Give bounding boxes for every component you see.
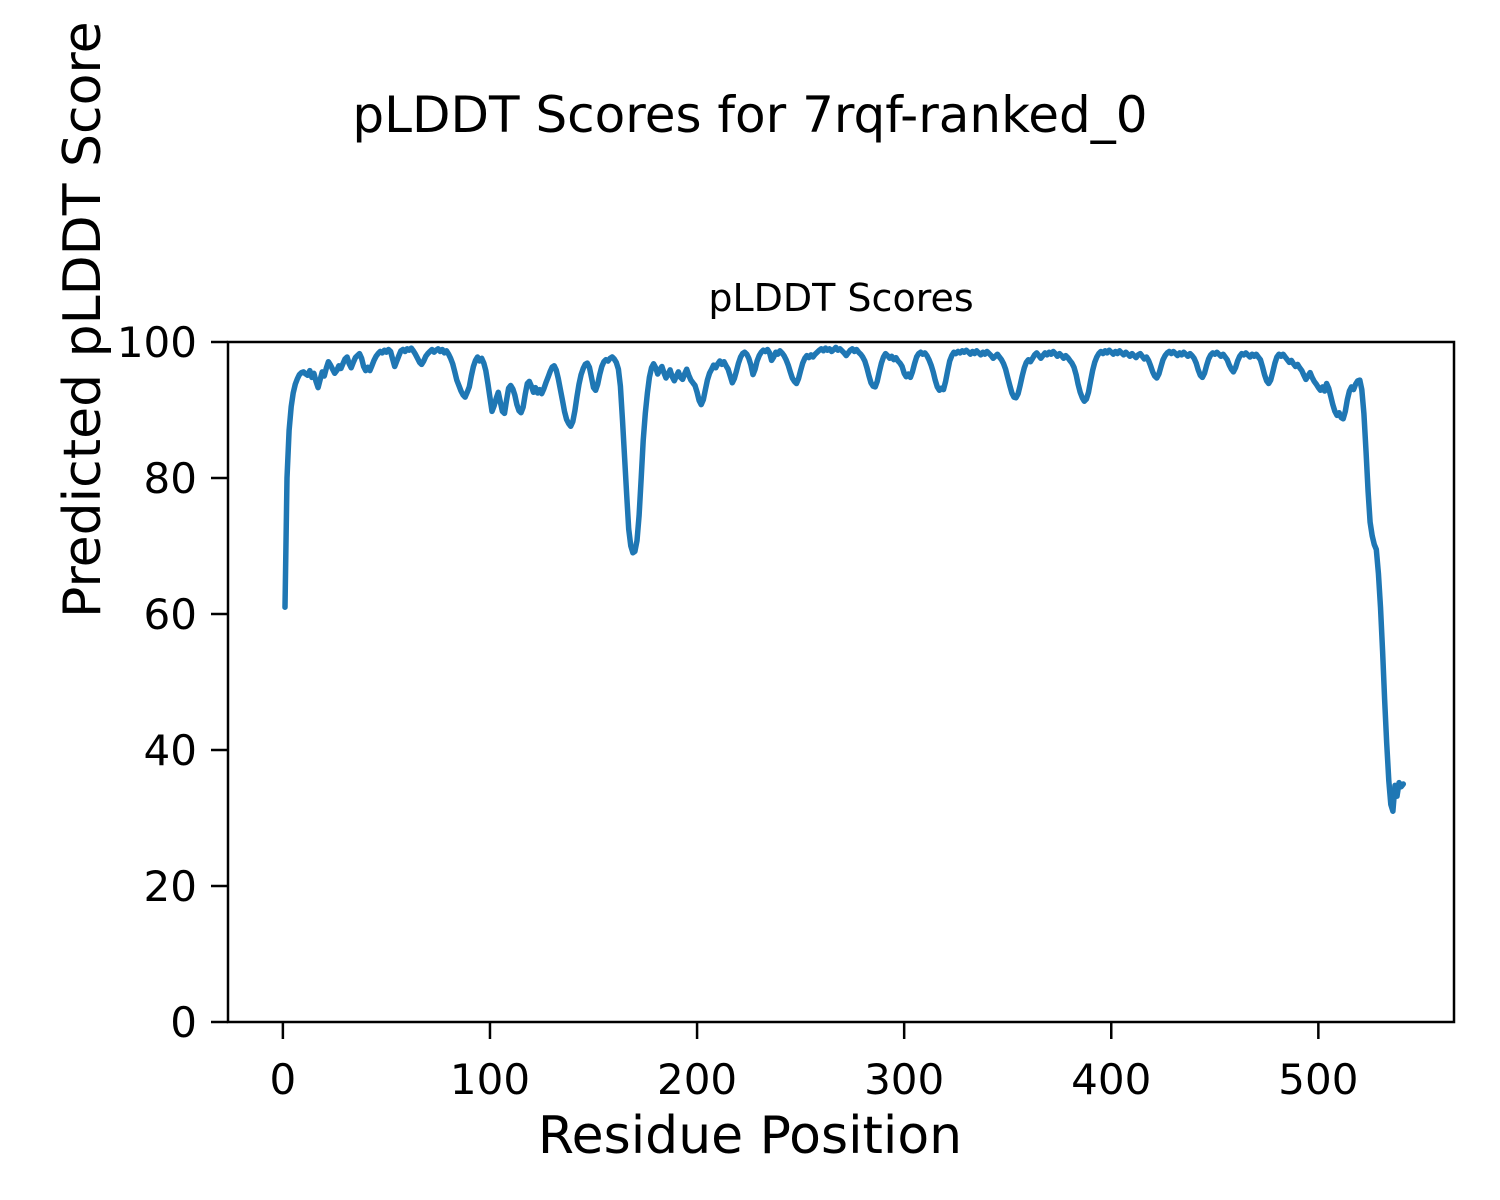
x-tick-label: 0	[270, 1055, 297, 1104]
tick-labels: 0 100 200 300 400 500 0 20 40 60 80 100	[117, 318, 1359, 1104]
y-tick-label: 40	[144, 726, 197, 775]
figure-title: pLDDT Scores for 7rqf-ranked_0	[352, 86, 1148, 144]
x-tick-label: 100	[450, 1055, 530, 1104]
axes-spines	[226, 340, 1456, 1024]
y-tick-label: 20	[144, 862, 197, 911]
plddt-line-layer	[282, 344, 1407, 814]
x-tick-label: 200	[657, 1055, 737, 1104]
tick-marks	[211, 340, 1320, 1039]
plddt-line	[282, 344, 1407, 814]
y-tick-label: 100	[117, 318, 197, 367]
y-tick-label: 0	[170, 998, 197, 1047]
y-tick-label: 60	[144, 590, 197, 639]
axes-title: pLDDT Scores	[708, 276, 974, 320]
x-tick-label: 500	[1278, 1055, 1358, 1104]
x-tick-label: 300	[864, 1055, 944, 1104]
y-tick-label: 80	[144, 454, 197, 503]
x-axis-label: Residue Position	[537, 1106, 963, 1166]
x-tick-label: 400	[1071, 1055, 1151, 1104]
